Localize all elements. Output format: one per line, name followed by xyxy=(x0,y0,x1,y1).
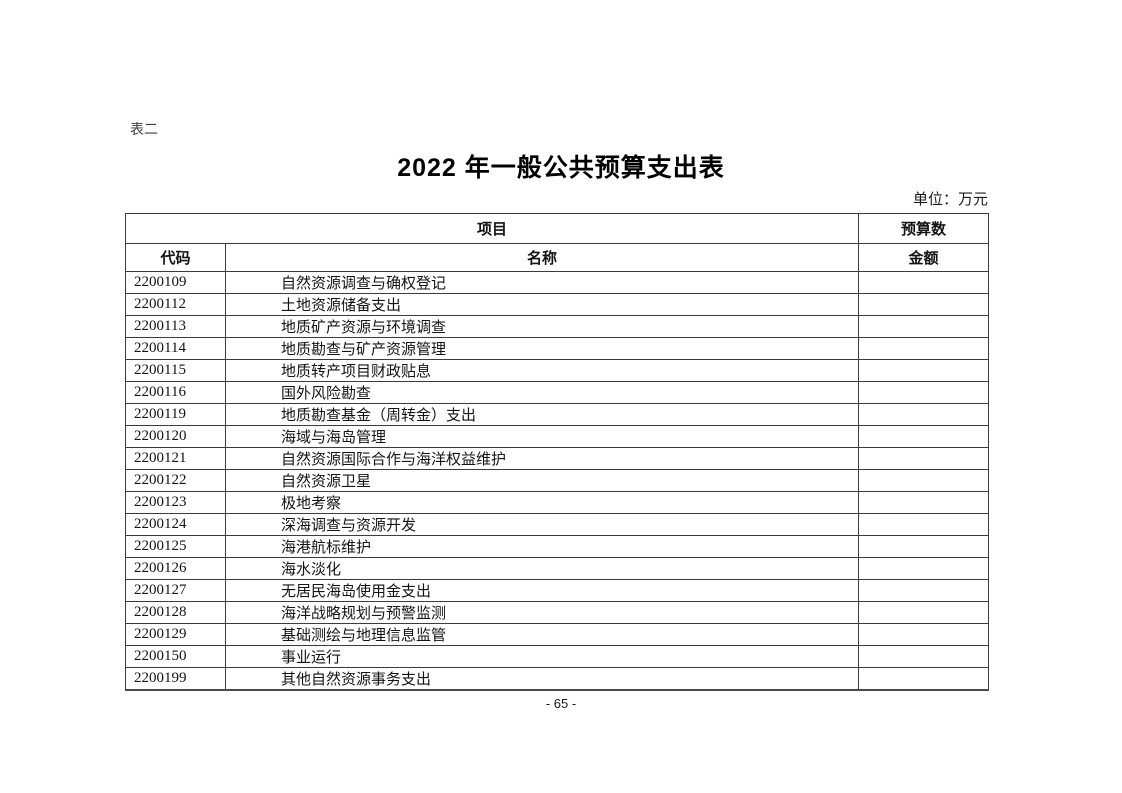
cell-amount xyxy=(858,381,990,404)
cell-amount xyxy=(858,513,990,536)
cell-amount xyxy=(858,359,990,382)
cell-name: 国外风险勘查 xyxy=(224,381,860,404)
cell-name: 地质勘查基金（周转金）支出 xyxy=(224,403,860,426)
table-row: 2200116 国外风险勘查 xyxy=(125,381,990,404)
cell-name: 无居民海岛使用金支出 xyxy=(224,579,860,602)
cell-code: 2200109 xyxy=(125,271,226,294)
cell-code: 2200128 xyxy=(125,601,226,624)
cell-name: 自然资源调查与确权登记 xyxy=(224,271,860,294)
header-budget: 预算数 xyxy=(858,213,990,244)
table-row: 2200122 自然资源卫星 xyxy=(125,469,990,492)
cell-name: 其他自然资源事务支出 xyxy=(224,667,860,691)
table-row: 2200112 土地资源储备支出 xyxy=(125,293,990,316)
table-row: 2200123 极地考察 xyxy=(125,491,990,514)
unit-note: 单位：万元 xyxy=(912,192,988,208)
cell-name: 海港航标维护 xyxy=(224,535,860,558)
cell-code: 2200123 xyxy=(125,491,226,514)
header-row-group: 项目 预算数 xyxy=(124,213,990,244)
table-row: 2200119 地质勘查基金（周转金）支出 xyxy=(125,403,990,426)
table-row: 2200114 地质勘查与矿产资源管理 xyxy=(125,337,990,360)
cell-name: 自然资源国际合作与海洋权益维护 xyxy=(224,447,860,470)
cell-code: 2200120 xyxy=(125,425,226,448)
cell-code: 2200116 xyxy=(125,381,226,404)
cell-name: 海洋战略规划与预警监测 xyxy=(224,601,860,624)
cell-amount xyxy=(858,337,990,360)
table-row: 2200115 地质转产项目财政贴息 xyxy=(125,359,990,382)
cell-code: 2200119 xyxy=(125,403,226,426)
table-row: 2200127 无居民海岛使用金支出 xyxy=(125,579,990,602)
cell-amount xyxy=(858,579,990,602)
cell-name: 深海调查与资源开发 xyxy=(224,513,860,536)
cell-name: 事业运行 xyxy=(224,645,860,668)
cell-amount xyxy=(858,557,990,580)
cell-code: 2200150 xyxy=(125,645,226,668)
cell-amount xyxy=(858,667,990,691)
cell-amount xyxy=(858,645,990,668)
cell-name: 极地考察 xyxy=(224,491,860,514)
table-row: 2200129 基础测绘与地理信息监管 xyxy=(125,623,990,646)
table-row: 2200128 海洋战略规划与预警监测 xyxy=(125,601,990,624)
table-number-label: 表二 xyxy=(130,123,158,138)
cell-code: 2200129 xyxy=(125,623,226,646)
cell-code: 2200115 xyxy=(125,359,226,382)
cell-code: 2200127 xyxy=(125,579,226,602)
header-amount: 金额 xyxy=(858,243,990,272)
table-body: 2200109 自然资源调查与确权登记 2200112 土地资源储备支出 2200113… xyxy=(125,271,990,691)
header-row-columns: 代码 名称 金额 xyxy=(125,243,990,272)
cell-code: 2200122 xyxy=(125,469,226,492)
table-row: 2200199 其他自然资源事务支出 xyxy=(125,667,990,691)
table-row: 2200126 海水淡化 xyxy=(125,557,990,580)
cell-name: 海域与海岛管理 xyxy=(224,425,860,448)
table-row: 2200120 海域与海岛管理 xyxy=(125,425,990,448)
cell-amount xyxy=(858,623,990,646)
cell-amount xyxy=(858,447,990,470)
page-number: - 65 - xyxy=(545,696,577,711)
table-row: 2200109 自然资源调查与确权登记 xyxy=(125,271,990,294)
cell-code: 2200121 xyxy=(125,447,226,470)
table-row: 2200125 海港航标维护 xyxy=(125,535,990,558)
cell-code: 2200113 xyxy=(125,315,226,338)
cell-amount xyxy=(858,403,990,426)
cell-amount xyxy=(858,469,990,492)
cell-name: 地质转产项目财政贴息 xyxy=(224,359,860,382)
cell-amount xyxy=(858,491,990,514)
table-row: 2200113 地质矿产资源与环境调查 xyxy=(125,315,990,338)
cell-code: 2200199 xyxy=(125,667,226,691)
cell-name: 海水淡化 xyxy=(224,557,860,580)
header-code: 代码 xyxy=(125,243,226,272)
table-row: 2200124 深海调查与资源开发 xyxy=(125,513,990,536)
cell-code: 2200126 xyxy=(125,557,226,580)
cell-amount xyxy=(858,601,990,624)
cell-amount xyxy=(858,425,990,448)
cell-code: 2200112 xyxy=(125,293,226,316)
cell-name: 地质矿产资源与环境调查 xyxy=(224,315,860,338)
cell-code: 2200125 xyxy=(125,535,226,558)
cell-amount xyxy=(858,535,990,558)
table-row: 2200150 事业运行 xyxy=(125,645,990,668)
header-item: 项目 xyxy=(124,213,860,244)
cell-name: 基础测绘与地理信息监管 xyxy=(224,623,860,646)
cell-amount xyxy=(858,271,990,294)
table-row: 2200121 自然资源国际合作与海洋权益维护 xyxy=(125,447,990,470)
cell-amount xyxy=(858,315,990,338)
cell-name: 土地资源储备支出 xyxy=(224,293,860,316)
cell-code: 2200114 xyxy=(125,337,226,360)
cell-code: 2200124 xyxy=(125,513,226,536)
table-header: 项目 预算数 代码 名称 金额 xyxy=(124,213,990,272)
budget-table: 项目 预算数 代码 名称 金额 2200109 自然资源调查与确权登记 220011… xyxy=(124,213,990,691)
header-name: 名称 xyxy=(224,243,860,272)
cell-amount xyxy=(858,293,990,316)
page-title: 2022 年一般公共预算支出表 xyxy=(397,154,725,182)
cell-name: 自然资源卫星 xyxy=(224,469,860,492)
cell-name: 地质勘查与矿产资源管理 xyxy=(224,337,860,360)
